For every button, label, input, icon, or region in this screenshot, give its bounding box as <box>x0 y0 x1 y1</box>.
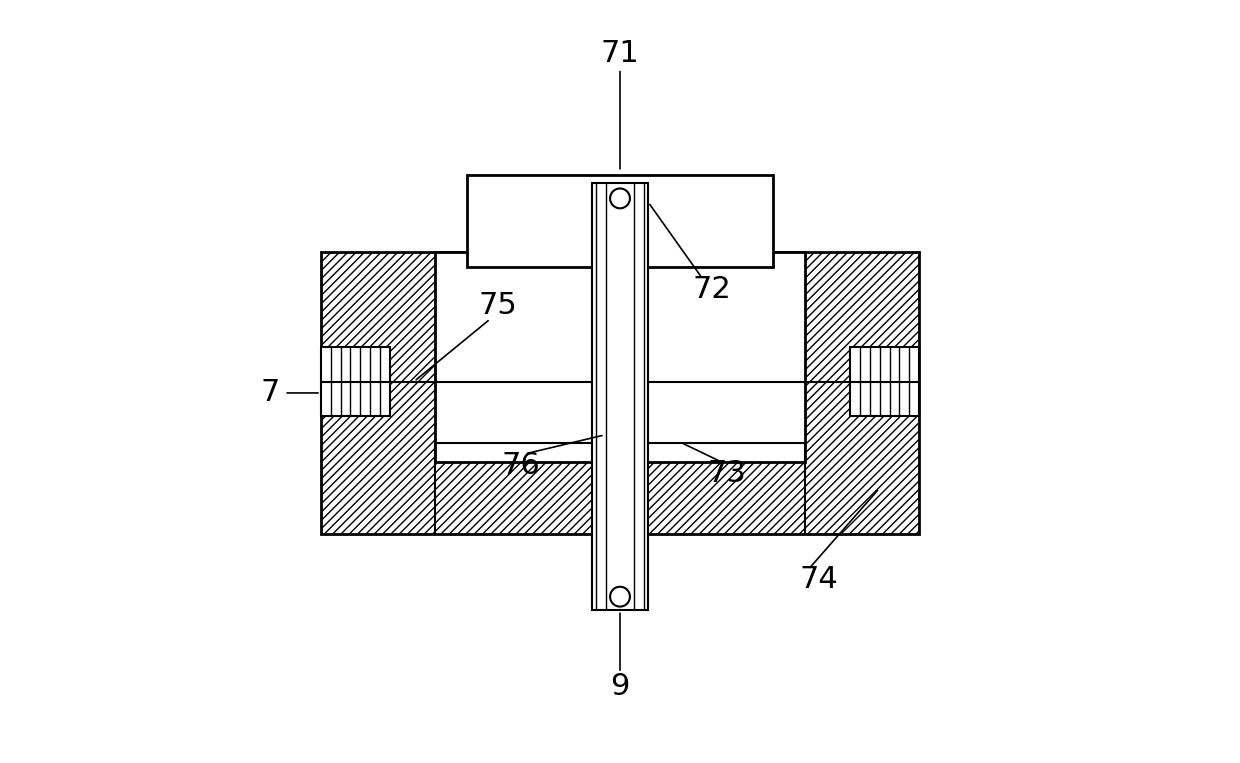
Bar <box>321 347 389 416</box>
Bar <box>321 252 919 534</box>
Bar <box>467 175 773 267</box>
Bar <box>435 252 805 462</box>
Text: 75: 75 <box>479 291 517 320</box>
Text: 9: 9 <box>610 672 630 701</box>
Text: 74: 74 <box>799 565 838 594</box>
Circle shape <box>610 188 630 208</box>
Text: 71: 71 <box>600 39 640 68</box>
Text: 72: 72 <box>692 275 730 304</box>
Bar <box>851 347 919 416</box>
Text: 73: 73 <box>707 459 746 488</box>
Bar <box>591 183 649 610</box>
Text: 76: 76 <box>501 451 541 480</box>
Circle shape <box>610 587 630 607</box>
Text: 7: 7 <box>260 378 280 407</box>
